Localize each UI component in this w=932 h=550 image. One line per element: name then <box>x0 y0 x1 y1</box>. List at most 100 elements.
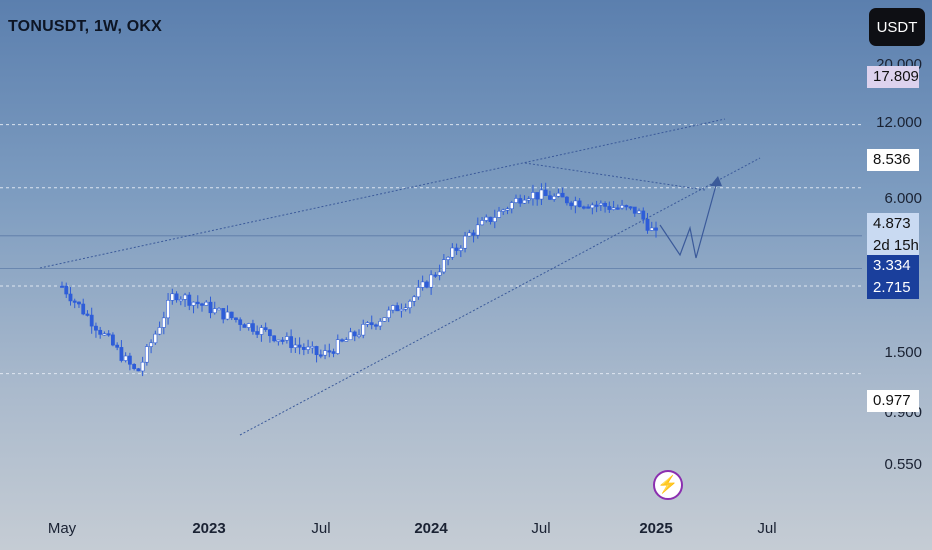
candle-body <box>178 299 183 302</box>
candle-body <box>246 323 251 328</box>
candle-body <box>641 210 646 220</box>
candle-body <box>649 227 654 231</box>
candle-body <box>323 350 327 356</box>
lightning-icon[interactable]: ⚡ <box>653 470 683 500</box>
candle-body <box>586 206 591 209</box>
candle-body <box>340 339 344 342</box>
candle-body <box>433 274 438 277</box>
candle-body <box>153 333 158 344</box>
candle-body <box>225 311 230 320</box>
candle-body <box>234 317 238 321</box>
candle-body <box>174 293 179 301</box>
candle-body <box>191 301 196 306</box>
candle-body <box>539 189 544 200</box>
candle-body <box>272 335 277 342</box>
candle-body <box>645 218 650 231</box>
candle-body <box>603 202 607 207</box>
currency-button[interactable]: USDT <box>869 8 925 46</box>
candle-body <box>127 355 132 365</box>
projection-arrowhead <box>710 176 722 186</box>
candle-body <box>467 232 472 237</box>
candle-body <box>102 333 107 336</box>
candle-body <box>598 202 603 206</box>
candle-body <box>548 195 552 200</box>
candle-body <box>378 321 383 327</box>
candle-body <box>615 207 620 210</box>
candle-body <box>382 317 387 322</box>
candle-body <box>94 325 98 331</box>
candle-body <box>242 324 247 328</box>
candle-body <box>149 342 154 347</box>
candle-body <box>581 206 586 209</box>
candle-body <box>348 331 353 341</box>
candle-body <box>420 281 425 288</box>
candle-body <box>424 281 429 288</box>
candle-body <box>514 198 518 203</box>
candle-body <box>607 206 612 210</box>
price-tag-level-low: 2.715 <box>867 277 919 299</box>
candle-body <box>68 293 73 302</box>
candle-body <box>204 301 209 306</box>
candle-body <box>123 355 128 361</box>
candle-body <box>556 192 561 197</box>
candle-body <box>361 324 366 336</box>
candle-body <box>564 196 569 204</box>
candle-body <box>259 327 264 335</box>
candle-body <box>429 274 434 288</box>
candle-body <box>72 300 77 303</box>
candle-body <box>251 323 255 332</box>
candle-body <box>412 296 417 302</box>
candle-body <box>157 327 162 335</box>
lower-trendline <box>239 157 761 436</box>
candle-body <box>484 216 489 221</box>
projection-path <box>659 177 719 259</box>
candle-body <box>64 285 69 295</box>
candle-body <box>132 363 137 369</box>
candle-body <box>331 351 336 354</box>
candle-body <box>628 206 633 209</box>
candle-body <box>535 192 540 200</box>
symbol-title[interactable]: TONUSDT, 1W, OKX <box>8 18 163 35</box>
candle-body <box>391 305 395 311</box>
candle-body <box>577 200 582 208</box>
candle-body <box>526 198 531 201</box>
candle-body <box>505 208 510 211</box>
candle-body <box>611 207 616 210</box>
candle-body <box>352 331 357 337</box>
candle-body <box>374 324 378 327</box>
candle-body <box>560 192 565 198</box>
candle-body <box>654 227 658 231</box>
candle-body <box>437 271 442 276</box>
candle-body <box>399 308 404 312</box>
candle-body <box>594 204 599 207</box>
candle-body <box>212 308 217 314</box>
upper-trendline <box>39 118 726 269</box>
candle-body <box>365 322 370 325</box>
price-tick: 1.500 <box>884 344 922 361</box>
candle-body <box>111 334 115 346</box>
candle-body <box>119 347 124 361</box>
candle-body <box>454 247 459 251</box>
candle-body <box>475 224 480 236</box>
price-tick: 0.550 <box>884 456 922 473</box>
candle-body <box>263 327 268 330</box>
candle-body <box>314 346 319 356</box>
price-tag-level-high: 8.536 <box>867 149 919 171</box>
candle-body <box>161 317 166 328</box>
candle-body <box>386 309 391 318</box>
candle-body <box>85 313 90 316</box>
candle-body <box>492 217 497 223</box>
candle-body <box>518 198 523 204</box>
candle-body <box>255 331 260 335</box>
candle-body <box>106 333 111 336</box>
candle-body <box>217 308 221 311</box>
time-label: May <box>47 520 77 537</box>
candle-body <box>89 314 94 327</box>
time-label: Jul <box>531 520 551 537</box>
candle-body <box>77 301 81 305</box>
candle-body <box>280 339 285 342</box>
candle-body <box>344 339 349 342</box>
price-tag-level-bottom: 0.977 <box>867 390 919 412</box>
